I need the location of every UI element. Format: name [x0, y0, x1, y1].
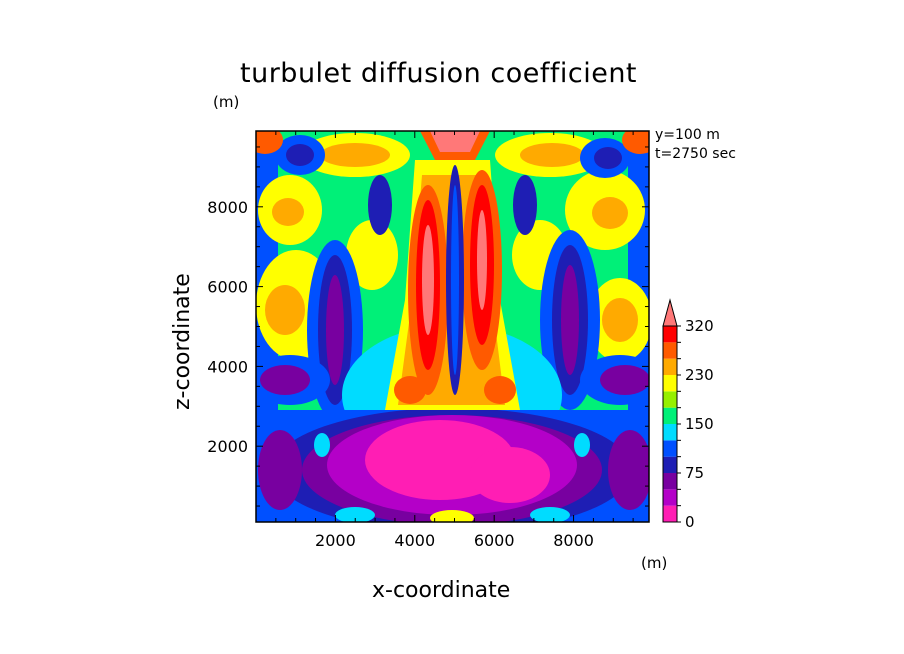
colorbar-label: 320	[685, 317, 714, 335]
colorbar-extend-triangle	[662, 298, 678, 327]
x-tick-label: 4000	[394, 531, 435, 550]
colorbar-segment	[663, 505, 677, 522]
y-tick-label: 4000	[207, 357, 248, 376]
annotation-y-position: y=100 m	[655, 127, 720, 143]
contour-field	[256, 131, 649, 522]
x-tick-label: 2000	[315, 531, 356, 550]
x-axis-label: x-coordinate	[372, 578, 511, 603]
colorbar-label: 0	[685, 513, 695, 531]
colorbar-segment	[663, 440, 677, 457]
x-unit-label: (m)	[641, 554, 668, 572]
x-tick-label: 6000	[474, 531, 515, 550]
y-tick-label: 2000	[207, 437, 248, 456]
colorbar-segment	[663, 424, 677, 441]
z-unit-label: (m)	[213, 93, 240, 111]
y-tick-label: 8000	[207, 198, 248, 217]
colorbar-label: 230	[685, 366, 714, 384]
colorbar-segment	[663, 407, 677, 424]
colorbar-label: 75	[685, 464, 704, 482]
colorbar-segment	[663, 342, 677, 359]
annotation-time: t=2750 sec	[655, 146, 736, 162]
colorbar-segment	[663, 375, 677, 392]
colorbar-segment	[663, 489, 677, 506]
colorbar-segment	[663, 358, 677, 375]
colorbar-segment	[663, 456, 677, 473]
x-tick-label: 8000	[553, 531, 594, 550]
colorbar-label: 150	[685, 415, 714, 433]
colorbar-segment	[663, 391, 677, 408]
chart-title: turbulet diffusion coefficient	[240, 58, 638, 89]
colorbar-segment	[663, 473, 677, 490]
colorbar-segment	[663, 326, 677, 343]
y-tick-label: 6000	[207, 278, 248, 297]
